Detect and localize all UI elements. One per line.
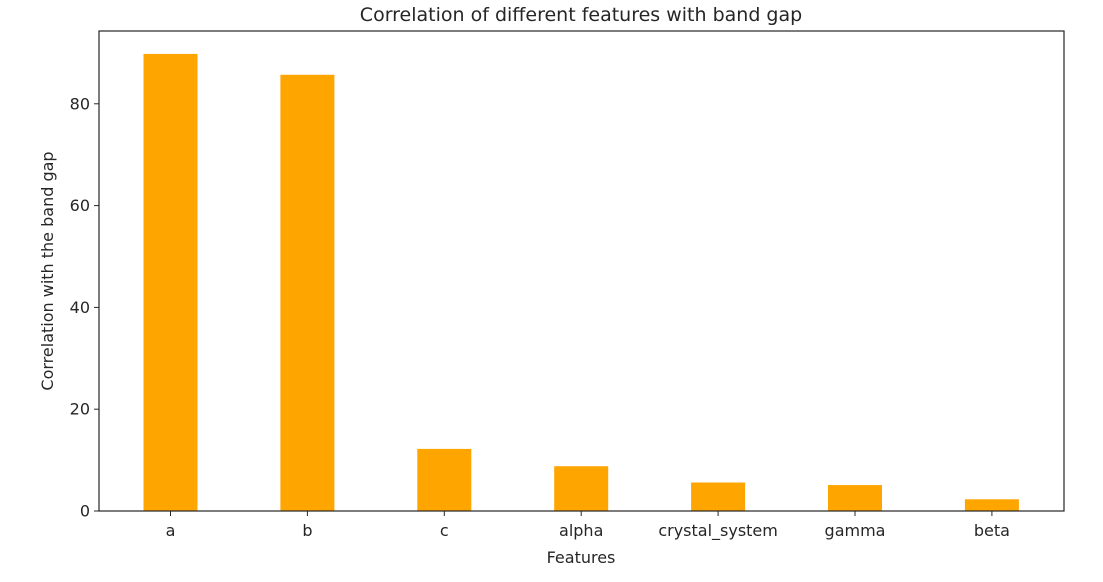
- bar-crystal_system: [691, 482, 746, 511]
- y-tick-label: 80: [70, 94, 90, 113]
- plot-frame: [98, 30, 1065, 512]
- y-axis-label: Correlation with the band gap: [38, 151, 57, 390]
- axes-layer: a b c alpha crystal_system gamma beta 0 20 40 60 80: [70, 94, 1010, 541]
- x-tick-label: alpha: [559, 521, 603, 540]
- y-tick-label: 20: [70, 400, 90, 419]
- x-tick-label: c: [440, 521, 449, 540]
- y-tick-label: 0: [80, 502, 90, 521]
- bar-a: [143, 53, 198, 512]
- bar-gamma: [828, 485, 882, 511]
- x-tick-label: crystal_system: [658, 521, 778, 541]
- x-tick-label: gamma: [825, 521, 886, 540]
- bar-beta: [964, 499, 1019, 511]
- y-tick-label: 60: [70, 196, 90, 215]
- bar-alpha: [554, 466, 609, 511]
- bars-layer: [143, 53, 1019, 512]
- x-tick-label: a: [166, 521, 176, 540]
- x-tick-label: beta: [974, 521, 1010, 540]
- chart-title: Correlation of different features with b…: [360, 4, 802, 26]
- x-axis-label: Features: [547, 548, 616, 567]
- bar-c: [417, 448, 472, 511]
- x-tick-label: b: [302, 521, 312, 540]
- bar-b: [280, 74, 335, 512]
- y-tick-label: 40: [70, 298, 90, 317]
